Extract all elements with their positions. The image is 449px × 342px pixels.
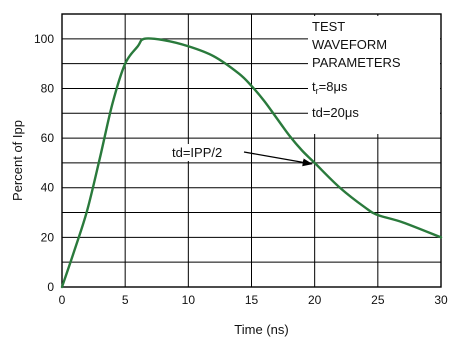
parameter-rise-time-value: =8μs: [319, 79, 348, 94]
x-tick-label: 20: [308, 293, 322, 307]
y-axis-title: Percent of Ipp: [10, 120, 25, 201]
parameter-rise-time-subscript: r: [316, 86, 319, 96]
parameters-box: TEST WAVEFORM PARAMETERS tr=8μs td=20μs: [308, 16, 440, 134]
y-tick-label: 0: [47, 280, 54, 294]
parameter-rise-time-symbol: t: [312, 79, 316, 94]
annotation-label: td=IPP/2: [172, 145, 222, 160]
parameters-title-line-3: PARAMETERS: [312, 55, 401, 70]
parameter-rise-time: tr=8μs: [312, 79, 348, 96]
parameter-decay-time: td=20μs: [312, 105, 359, 120]
series-line: [60, 37, 443, 289]
x-tick-label: 10: [182, 293, 196, 307]
parameters-box-bg: [308, 16, 440, 134]
x-tick-label: 30: [434, 293, 448, 307]
parameters-title-line-1: TEST: [312, 19, 345, 34]
plot-frame: [61, 13, 442, 288]
y-tick-label: 20: [41, 230, 55, 244]
y-tick-label: 60: [41, 131, 55, 145]
annotation-arrow: [243, 151, 313, 167]
x-tick-labels: 0 5 10 15 20 25 30: [59, 293, 448, 307]
annotation-bg: [169, 144, 241, 161]
x-tick-label: 5: [122, 293, 129, 307]
x-tick-label: 15: [245, 293, 259, 307]
y-tick-labels: 0 20 40 60 80 100: [34, 32, 54, 294]
y-tick-label: 80: [41, 81, 55, 95]
x-axis-title: Time (ns): [234, 322, 288, 337]
parameters-title-line-2: WAVEFORM: [312, 37, 387, 52]
grid: [62, 14, 441, 287]
x-tick-label: 0: [59, 293, 66, 307]
y-tick-label: 40: [41, 181, 55, 195]
y-tick-label: 100: [34, 32, 54, 46]
x-tick-label: 25: [371, 293, 385, 307]
